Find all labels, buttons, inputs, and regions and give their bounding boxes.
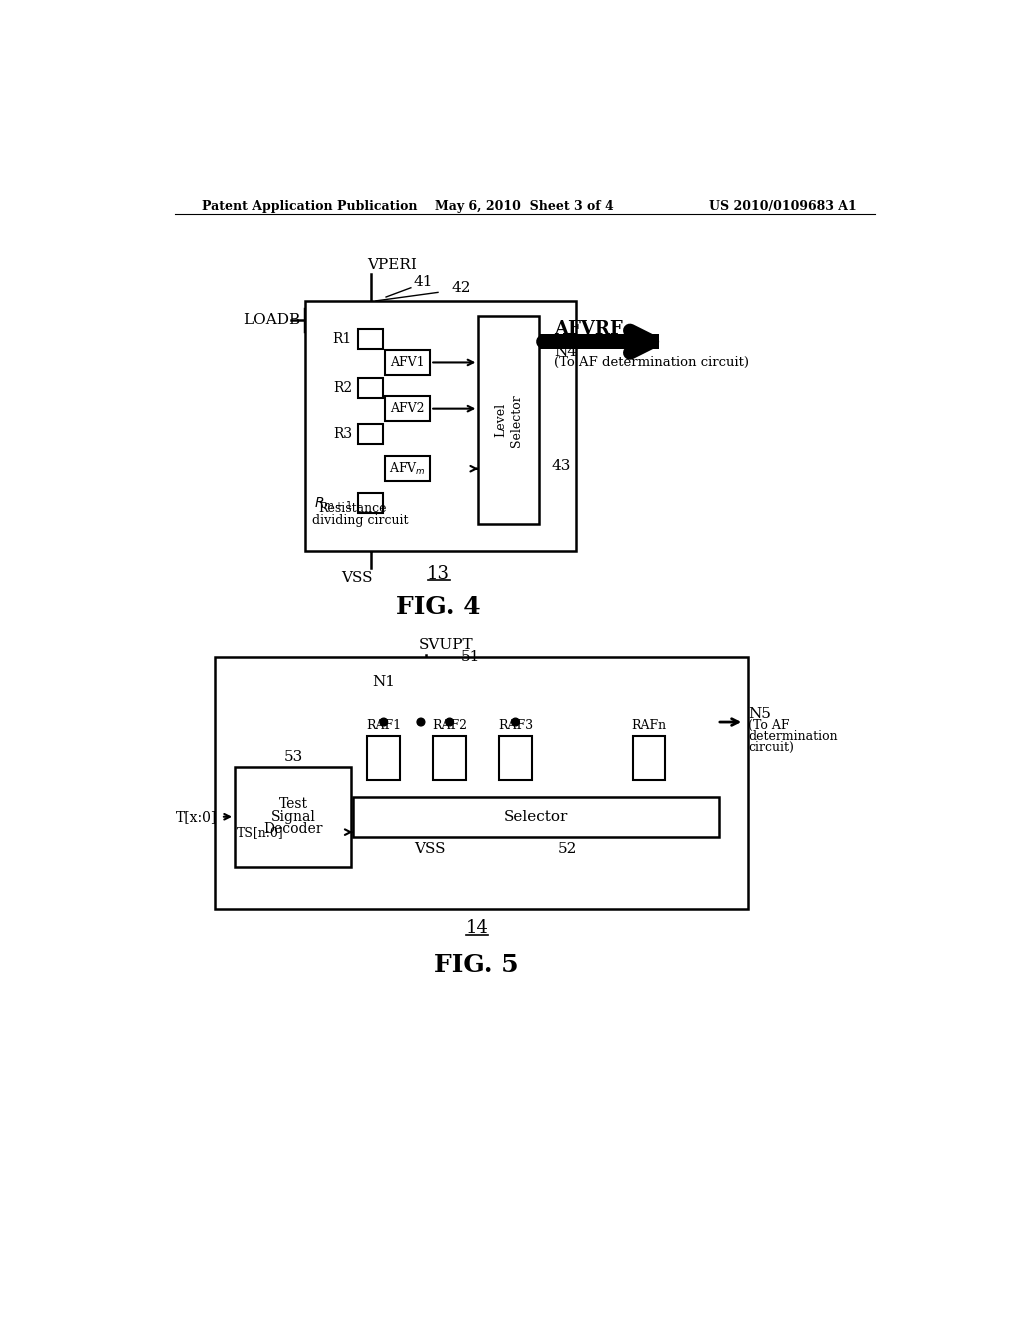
Text: dividing circuit: dividing circuit bbox=[312, 513, 409, 527]
Text: US 2010/0109683 A1: US 2010/0109683 A1 bbox=[709, 199, 856, 213]
Bar bbox=[385, 457, 430, 480]
Circle shape bbox=[380, 718, 388, 726]
Text: 13: 13 bbox=[427, 565, 450, 583]
Bar bbox=[500, 737, 531, 780]
Bar bbox=[215, 657, 748, 909]
Text: TS[n:0]: TS[n:0] bbox=[238, 825, 284, 838]
Text: VPERI: VPERI bbox=[367, 257, 417, 272]
Bar bbox=[358, 424, 383, 444]
Text: AFVRF: AFVRF bbox=[554, 321, 623, 338]
Circle shape bbox=[512, 718, 519, 726]
Text: RAF2: RAF2 bbox=[432, 719, 467, 733]
Circle shape bbox=[417, 718, 425, 726]
Bar bbox=[358, 378, 383, 397]
Text: Decoder: Decoder bbox=[263, 822, 323, 836]
Text: Level
Selector: Level Selector bbox=[495, 393, 522, 446]
Text: circuit): circuit) bbox=[748, 741, 794, 754]
Bar bbox=[633, 737, 665, 780]
Bar bbox=[358, 330, 383, 350]
Text: R2: R2 bbox=[333, 381, 352, 395]
Text: N1: N1 bbox=[373, 675, 395, 689]
Bar bbox=[433, 737, 466, 780]
Bar bbox=[305, 301, 575, 552]
Text: AFV1: AFV1 bbox=[390, 356, 425, 370]
Text: 14: 14 bbox=[465, 920, 488, 937]
Text: (To AF determination circuit): (To AF determination circuit) bbox=[554, 356, 750, 370]
Text: Resistance: Resistance bbox=[318, 502, 387, 515]
Text: $R_{m+1}$: $R_{m+1}$ bbox=[313, 495, 352, 512]
Bar bbox=[234, 767, 351, 867]
Bar bbox=[368, 737, 400, 780]
Text: 43: 43 bbox=[551, 459, 570, 474]
Text: RAF3: RAF3 bbox=[498, 719, 534, 733]
Text: FIG. 5: FIG. 5 bbox=[434, 953, 519, 977]
Text: AFV2: AFV2 bbox=[390, 403, 425, 416]
Bar bbox=[358, 494, 383, 513]
Text: N4: N4 bbox=[554, 346, 578, 359]
Text: VSS: VSS bbox=[341, 572, 373, 585]
Text: RAFn: RAFn bbox=[631, 719, 667, 733]
Circle shape bbox=[445, 718, 454, 726]
Text: LOADB: LOADB bbox=[243, 313, 300, 327]
Text: May 6, 2010  Sheet 3 of 4: May 6, 2010 Sheet 3 of 4 bbox=[435, 199, 614, 213]
Text: 52: 52 bbox=[558, 842, 578, 857]
Text: determination: determination bbox=[748, 730, 838, 743]
Text: AFV$_m$: AFV$_m$ bbox=[389, 461, 426, 477]
Bar bbox=[539, 334, 658, 350]
Text: Test: Test bbox=[279, 797, 307, 812]
Text: 41: 41 bbox=[414, 275, 433, 289]
Text: (To AF: (To AF bbox=[748, 719, 790, 733]
Text: Patent Application Publication: Patent Application Publication bbox=[202, 199, 417, 213]
Text: R3: R3 bbox=[333, 428, 352, 441]
Bar bbox=[385, 396, 430, 421]
Text: 53: 53 bbox=[284, 751, 303, 764]
Text: VSS: VSS bbox=[415, 842, 446, 857]
Text: SVUPT: SVUPT bbox=[419, 638, 473, 652]
Text: N5: N5 bbox=[748, 708, 771, 721]
Text: R1: R1 bbox=[333, 333, 352, 346]
Text: RAF1: RAF1 bbox=[367, 719, 401, 733]
Text: FIG. 4: FIG. 4 bbox=[395, 594, 480, 619]
Bar bbox=[352, 797, 719, 837]
Text: T[x:0]: T[x:0] bbox=[176, 809, 217, 824]
Bar bbox=[478, 317, 539, 524]
Text: 42: 42 bbox=[452, 281, 471, 294]
Text: Signal: Signal bbox=[270, 809, 315, 824]
Text: Selector: Selector bbox=[504, 809, 568, 824]
Bar bbox=[385, 350, 430, 375]
Text: 51: 51 bbox=[461, 651, 480, 664]
